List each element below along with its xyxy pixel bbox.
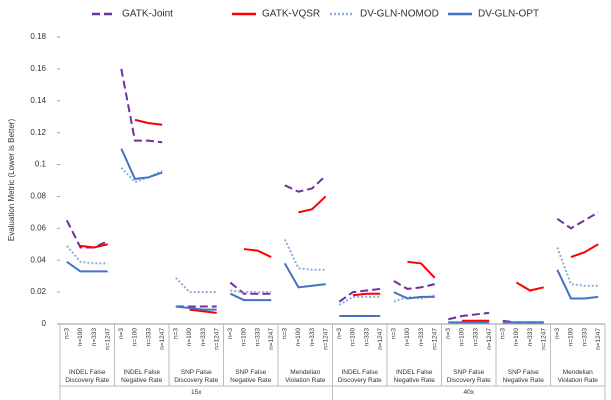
- x-tick-label: n=3: [118, 328, 125, 339]
- series-line: [556, 247, 599, 287]
- x-tick-label: n=333: [254, 328, 261, 347]
- x-tick-label: n=100: [350, 328, 357, 347]
- x-tick-label: n=3: [64, 328, 71, 339]
- group-label: Mendelian Violation Rate: [557, 369, 598, 384]
- x-tick-label: n=100: [513, 328, 520, 347]
- series-line: [66, 260, 108, 273]
- supergroup-label: 15x: [191, 389, 202, 396]
- x-tick-label: n=1247: [486, 328, 493, 350]
- x-tick-label: n=333: [200, 328, 207, 347]
- series-line: [338, 287, 381, 303]
- x-tick-label: n=1247: [268, 328, 275, 350]
- x-tick-label: n=3: [500, 328, 507, 339]
- x-tick-label: n=1247: [377, 328, 384, 350]
- x-tick-label: n=1247: [104, 328, 111, 350]
- y-tick-label: 0.02: [30, 287, 46, 296]
- series-line: [284, 174, 327, 193]
- series-line: [283, 262, 326, 289]
- supergroup-label: 40x: [463, 389, 474, 396]
- x-tick-label: n=3: [445, 328, 452, 339]
- series-line: [134, 118, 163, 126]
- group-label: SNP False Negative Rate: [502, 369, 544, 384]
- group-label: INDEL False Discovery Rate: [65, 369, 110, 384]
- x-tick-label: n=3: [336, 328, 343, 339]
- x-tick-label: n=100: [568, 328, 575, 347]
- series-line: [352, 292, 381, 297]
- y-tick-label: 0.06: [30, 223, 46, 232]
- group-label: SNP False Discovery Rate: [446, 369, 491, 384]
- y-axis-label: Evaluation Metric (Lower is Better): [7, 119, 16, 242]
- x-tick-label: n=3: [173, 328, 180, 339]
- group-label: INDEL False Discovery Rate: [337, 369, 382, 384]
- group-label: SNP False Discovery Rate: [174, 369, 219, 384]
- legend-label: DV-GLN-OPT: [478, 9, 539, 20]
- series-line: [556, 211, 599, 230]
- legend-label: GATK-Joint: [122, 9, 173, 20]
- y-tick-label: 0.04: [30, 255, 46, 264]
- x-tick-label: n=100: [459, 328, 466, 347]
- y-tick-label: 0.14: [30, 96, 46, 105]
- x-tick-label: n=333: [581, 328, 588, 347]
- series-line: [120, 68, 163, 144]
- series-line: [175, 277, 217, 294]
- x-tick-label: n=333: [363, 328, 370, 347]
- legend-label: DV-GLN-NOMOD: [360, 9, 439, 20]
- x-tick-label: n=1247: [540, 328, 547, 350]
- y-tick-label: 0.1: [35, 160, 47, 169]
- series-line: [66, 245, 108, 265]
- series-line: [298, 195, 327, 214]
- x-tick-label: n=3: [227, 328, 234, 339]
- x-tick-label: n=100: [186, 328, 193, 347]
- group-label: INDEL False Negative Rate: [121, 369, 163, 384]
- series-line: [175, 305, 217, 311]
- x-tick-label: n=333: [527, 328, 534, 347]
- x-tick-label: n=100: [295, 328, 302, 347]
- x-tick-label: n=333: [145, 328, 152, 347]
- x-tick-label: n=100: [77, 328, 84, 347]
- x-tick-label: n=333: [418, 328, 425, 347]
- series-line: [80, 243, 108, 249]
- x-tick-label: n=100: [404, 328, 411, 347]
- series-line: [556, 269, 599, 300]
- series-line: [65, 219, 109, 249]
- x-tick-label: n=333: [91, 328, 98, 347]
- series-line: [283, 239, 326, 271]
- group-label: INDEL False Negative Rate: [393, 369, 435, 384]
- y-tick-label: 0.12: [30, 128, 46, 137]
- x-tick-label: n=3: [554, 328, 561, 339]
- series-line: [448, 311, 490, 321]
- series-line: [570, 243, 599, 258]
- series-line: [515, 281, 544, 292]
- series-line: [189, 308, 217, 314]
- x-tick-label: n=3: [391, 328, 398, 339]
- group-label: Mendelian Violation Rate: [285, 369, 326, 384]
- x-tick-label: n=1247: [159, 328, 166, 350]
- series-line: [229, 281, 272, 295]
- series-line: [229, 292, 272, 302]
- x-tick-label: n=1247: [213, 328, 220, 350]
- y-tick-label: 0: [42, 319, 47, 328]
- series-line: [230, 289, 272, 294]
- group-label: SNP False Negative Rate: [230, 369, 272, 384]
- series-line: [393, 280, 435, 290]
- x-tick-label: n=333: [472, 328, 479, 347]
- y-tick-label: 0.18: [30, 32, 46, 41]
- series-line: [393, 291, 435, 300]
- x-tick-label: n=100: [241, 328, 248, 347]
- series-line: [243, 248, 272, 258]
- x-tick-label: n=3: [282, 328, 289, 339]
- x-tick-label: n=100: [132, 328, 139, 347]
- x-tick-label: n=333: [309, 328, 316, 347]
- y-tick-label: 0.08: [30, 192, 46, 201]
- legend-label: GATK-VQSR: [262, 9, 320, 20]
- series-line: [120, 148, 163, 180]
- series-line: [338, 295, 381, 306]
- x-tick-label: n=1247: [431, 328, 438, 350]
- series-line: [407, 260, 436, 279]
- x-tick-label: n=1247: [322, 328, 329, 350]
- y-tick-label: 0.16: [30, 64, 46, 73]
- x-tick-label: n=1247: [595, 328, 602, 350]
